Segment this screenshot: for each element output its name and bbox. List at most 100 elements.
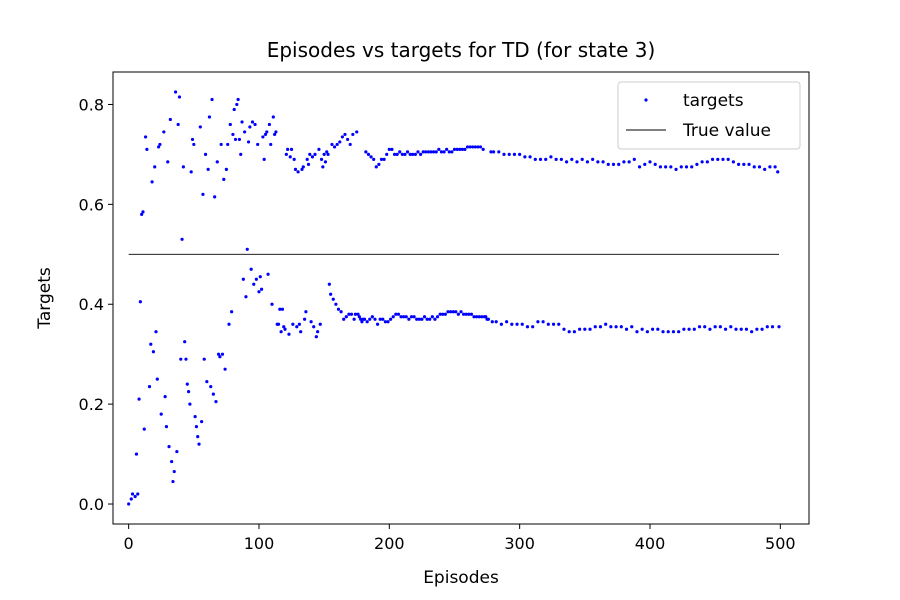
- target-point: [279, 330, 283, 334]
- target-point: [627, 160, 631, 164]
- target-point: [317, 147, 321, 152]
- target-point: [332, 145, 337, 149]
- target-point: [224, 167, 228, 171]
- target-point: [319, 157, 324, 161]
- target-point: [280, 307, 285, 311]
- target-point: [194, 425, 199, 429]
- target-point: [183, 340, 187, 344]
- target-point: [385, 152, 389, 157]
- target-point: [348, 142, 352, 147]
- target-point: [364, 150, 368, 154]
- target-point: [177, 95, 182, 99]
- target-point: [645, 330, 649, 334]
- target-point: [757, 165, 762, 169]
- target-point: [538, 157, 543, 161]
- target-point: [404, 315, 408, 319]
- target-point: [237, 137, 242, 142]
- target-point: [386, 320, 390, 324]
- target-point: [326, 152, 330, 157]
- target-point: [630, 325, 634, 329]
- target-point: [528, 155, 532, 159]
- target-point: [661, 330, 665, 334]
- target-point: [420, 317, 424, 321]
- target-point: [559, 157, 563, 161]
- x-tick-label: 100: [244, 534, 275, 553]
- target-point: [304, 310, 308, 314]
- target-point: [127, 502, 131, 506]
- target-point: [541, 320, 545, 324]
- target-point: [232, 107, 236, 112]
- legend-box: [617, 81, 801, 150]
- target-point: [551, 322, 556, 326]
- target-point: [635, 330, 639, 334]
- target-point: [344, 315, 348, 319]
- target-point: [172, 469, 176, 474]
- target-point: [502, 152, 506, 157]
- target-point: [170, 459, 174, 464]
- target-point: [669, 165, 673, 169]
- target-point: [475, 315, 479, 319]
- target-point: [490, 320, 494, 324]
- target-point: [356, 312, 360, 316]
- target-point: [278, 307, 282, 311]
- target-point: [463, 147, 467, 152]
- target-point: [437, 147, 441, 152]
- target-point: [353, 312, 358, 316]
- target-point: [190, 137, 195, 142]
- target-point: [270, 302, 274, 306]
- target-point: [227, 322, 231, 326]
- target-point: [205, 380, 209, 384]
- target-point: [203, 152, 208, 157]
- target-point: [288, 155, 292, 159]
- target-point: [339, 310, 343, 314]
- target-point: [226, 142, 230, 147]
- target-point: [721, 157, 725, 161]
- target-point: [666, 330, 670, 334]
- target-point: [411, 152, 415, 157]
- target-point: [372, 157, 376, 161]
- target-point: [168, 117, 172, 122]
- target-point: [292, 157, 296, 161]
- target-point: [269, 142, 273, 147]
- target-point: [185, 382, 189, 386]
- target-point: [149, 342, 153, 346]
- target-point: [458, 147, 462, 152]
- target-point: [336, 307, 341, 311]
- target-point: [434, 150, 438, 154]
- target-point: [697, 325, 702, 329]
- target-point: [228, 122, 232, 127]
- target-point: [218, 355, 222, 359]
- target-point: [377, 162, 381, 166]
- legend-label-true-value: True value: [682, 121, 771, 141]
- target-point: [214, 400, 218, 404]
- target-point: [412, 315, 416, 319]
- target-point: [130, 492, 135, 496]
- target-point: [240, 120, 244, 124]
- target-point: [235, 102, 239, 107]
- target-point: [313, 152, 317, 157]
- target-point: [718, 325, 722, 329]
- target-point: [695, 162, 699, 166]
- target-point: [583, 327, 587, 331]
- target-point: [433, 317, 437, 321]
- target-point: [708, 327, 712, 331]
- target-point: [153, 165, 157, 169]
- target-point: [202, 357, 206, 361]
- target-point: [400, 152, 404, 157]
- target-point: [309, 320, 313, 324]
- target-point: [271, 115, 275, 119]
- target-point: [679, 165, 683, 169]
- target-point: [295, 325, 299, 329]
- target-point: [338, 140, 342, 144]
- target-point: [378, 317, 382, 321]
- target-point: [305, 157, 309, 161]
- target-point: [387, 147, 391, 152]
- x-tick-label: 200: [374, 534, 405, 553]
- target-point: [286, 147, 290, 152]
- target-point: [210, 97, 214, 102]
- target-point: [455, 147, 459, 152]
- target-point: [197, 442, 201, 446]
- target-point: [438, 312, 442, 316]
- target-point: [557, 322, 561, 326]
- target-point: [648, 160, 652, 164]
